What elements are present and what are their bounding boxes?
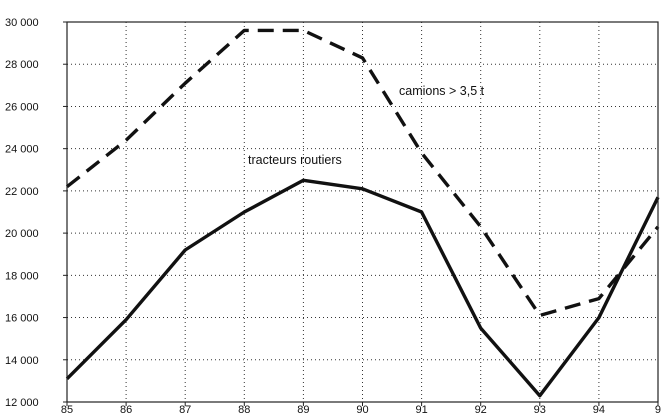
y-tick-label: 24 000 [5,144,39,156]
y-tick-label: 30 000 [5,17,39,29]
y-tick-label: 22 000 [5,186,39,198]
series-labels: camions > 3,5 t tracteurs routiers [248,84,485,167]
x-axis-ticks: 85 86 87 88 89 90 91 92 93 94 9 [61,402,661,415]
x-tick-label: 90 [356,404,368,415]
y-tick-label: 16 000 [5,313,39,325]
x-tick-label: 94 [593,404,605,415]
y-tick-label: 28 000 [5,59,39,71]
y-tick-label: 14 000 [5,355,39,367]
x-tick-label: 92 [475,404,487,415]
x-tick-label: 88 [238,404,250,415]
y-tick-label: 12 000 [5,397,39,409]
y-tick-label: 26 000 [5,101,39,113]
y-tick-label: 20 000 [5,228,39,240]
series-line-tracteurs [65,178,660,398]
x-tick-label: 87 [179,404,191,415]
x-tick-label: 93 [534,404,546,415]
y-tick-label: 18 000 [5,270,39,282]
series-lines [65,28,660,398]
series-label-tracteurs: tracteurs routiers [248,153,342,167]
x-tick-label: 91 [415,404,427,415]
x-tick-label: 9 [655,404,661,415]
series-label-camions: camions > 3,5 t [399,84,485,98]
y-axis-ticks: 12 000 14 000 16 000 18 000 20 000 22 000 24 0… [5,17,67,409]
x-tick-label: 85 [61,404,73,415]
x-tick-label: 89 [297,404,309,415]
x-tick-label: 86 [120,404,132,415]
series-line-camions [65,28,660,318]
